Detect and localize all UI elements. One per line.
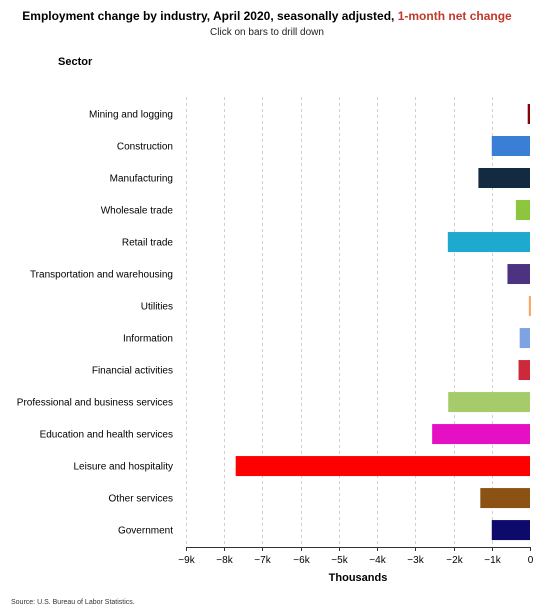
x-axis-ticks: −9k −8k −7k −6k −5k −4k −3k −2k −1k 0 xyxy=(178,547,534,566)
bar xyxy=(527,104,530,125)
x-tick-label: −6k xyxy=(293,555,310,566)
bar xyxy=(518,360,530,381)
category-label: Other services xyxy=(109,494,173,505)
x-tick-label: −8k xyxy=(216,555,233,566)
chart-title-accent: 1-month net change xyxy=(397,9,512,23)
x-tick-label: −7k xyxy=(254,555,271,566)
x-tick-label: −4k xyxy=(369,555,386,566)
bar xyxy=(528,296,531,317)
bar xyxy=(235,456,530,477)
category-label: Manufacturing xyxy=(110,174,173,185)
bar xyxy=(480,488,530,509)
bars xyxy=(235,104,531,541)
bar xyxy=(478,168,530,189)
y-axis-title: Sector xyxy=(58,56,93,68)
category-label: Information xyxy=(123,334,173,345)
category-label: Construction xyxy=(117,142,173,153)
category-label: Transportation and warehousing xyxy=(30,270,173,281)
x-tick-label: −2k xyxy=(446,555,463,566)
source-note: Source: U.S. Bureau of Labor Statistics. xyxy=(11,599,135,606)
x-tick-label: 0 xyxy=(528,555,534,566)
bar xyxy=(507,264,530,285)
category-label: Leisure and hospitality xyxy=(73,462,173,473)
bar xyxy=(515,200,530,221)
category-label: Professional and business services xyxy=(17,398,173,409)
bar xyxy=(432,424,530,445)
chart-title-main: Employment change by industry, April 202… xyxy=(22,9,398,23)
category-label: Retail trade xyxy=(122,238,174,249)
bar xyxy=(491,136,530,157)
bar xyxy=(447,232,530,253)
x-tick-label: −3k xyxy=(407,555,424,566)
x-tick-label: −9k xyxy=(178,555,195,566)
category-label: Government xyxy=(118,526,173,537)
x-axis-title: Thousands xyxy=(329,572,388,584)
category-label: Education and health services xyxy=(40,430,173,441)
category-label: Financial activities xyxy=(92,366,173,377)
bar xyxy=(448,392,530,413)
category-label: Utilities xyxy=(141,302,173,313)
x-tick-label: −5k xyxy=(331,555,348,566)
category-label: Wholesale trade xyxy=(101,206,174,217)
x-tick-label: −1k xyxy=(484,555,501,566)
chart-subtitle: Click on bars to drill down xyxy=(210,27,324,38)
chart-title: Employment change by industry, April 202… xyxy=(0,9,534,23)
category-labels: Mining and logging Construction Manufactur… xyxy=(17,110,174,537)
bar xyxy=(491,520,530,541)
bar xyxy=(519,328,530,349)
grid-lines xyxy=(186,97,493,547)
category-label: Mining and logging xyxy=(89,110,173,121)
